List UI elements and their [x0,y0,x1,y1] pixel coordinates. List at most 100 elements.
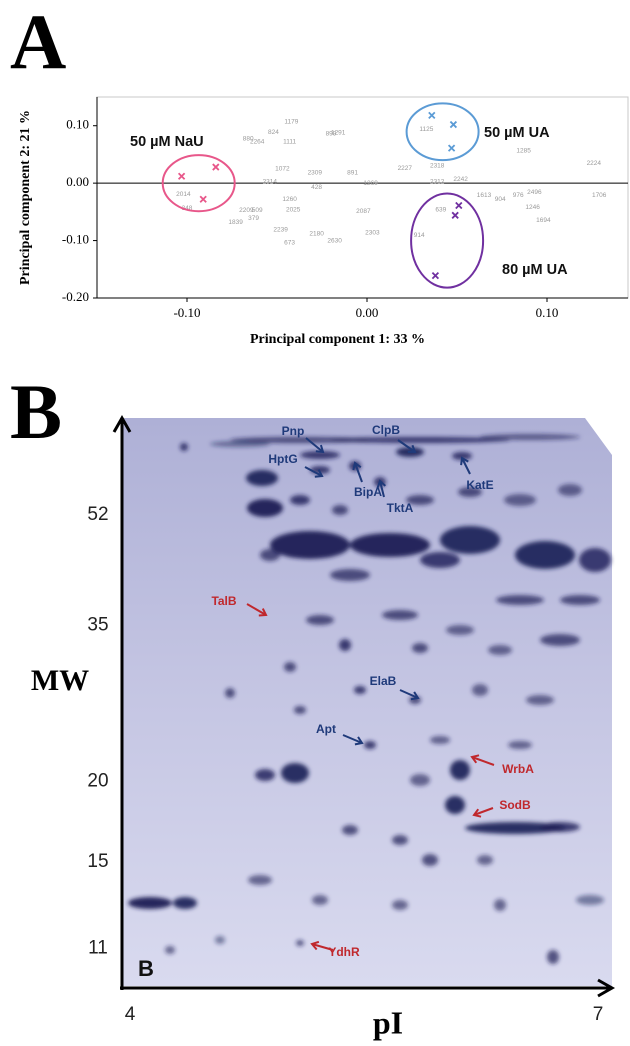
protein-arrow [304,466,323,477]
protein-arrow [471,756,495,766]
point-label: 914 [414,232,425,239]
protein-label: YdhR [328,945,360,959]
gel-spot [260,549,280,561]
gel-spot [281,763,309,783]
x-tick-label: -0.10 [173,305,200,320]
protein-label: ElaB [370,674,397,688]
y-tick-label: 52 [87,504,108,525]
gel-spot [350,533,430,557]
y-tick-label: 0.10 [66,117,89,132]
protein-label: ClpB [372,423,400,437]
gel-spot [465,822,565,834]
gel-spot [446,625,474,635]
protein-arrow [311,943,334,951]
gel-spot [180,443,188,451]
group-ellipse [161,154,236,213]
gel-spot [558,484,582,496]
gel-spot [450,760,470,780]
y-axis-label: MW [31,664,89,697]
protein-arrowhead [352,461,362,471]
protein-label: TalB [211,594,236,608]
y-tick-label: -0.20 [62,289,89,304]
protein-label: BipA [354,485,382,499]
x-axis-label: Principal component 1: 33 % [250,332,425,347]
protein-arrowhead [310,940,320,951]
gel-spot [332,505,348,515]
gel-spot [230,437,370,443]
protein-arrowhead [407,444,417,454]
point-label: 2227 [398,165,413,172]
point-label: 891 [347,170,358,177]
point-label: 880 [243,136,254,143]
point-marker [431,271,440,280]
gel-spot [515,541,575,569]
gel-spot [382,610,418,620]
point-label: 1694 [536,217,551,224]
point-label: 379 [248,215,259,222]
gel-spot [420,552,460,568]
series-label: 50 µM UA [484,125,550,141]
protein-label: SodB [499,798,531,812]
point-marker [449,120,458,129]
gel-corner [585,418,612,455]
gel-spot [210,441,270,447]
protein-arrowhead [470,754,480,764]
x-tick-label: 4 [125,1004,136,1025]
point-label: 1613 [477,192,492,199]
gel-spot [255,769,275,781]
protein-arrow [473,807,494,816]
y-tick-label: 15 [87,851,108,872]
protein-arrow [399,689,419,699]
point-label: 1072 [275,166,290,173]
point-label: 2309 [308,170,323,177]
point-label: 1285 [516,148,531,155]
point-label: 348 [182,205,193,212]
point-label: 509 [252,207,263,214]
point-label: 1260 [282,196,297,203]
point-marker [451,211,459,219]
y-tick-label: 20 [87,771,108,792]
gel-spot [576,895,604,905]
gel-spot [422,854,438,866]
protein-label: Pnp [282,424,305,438]
gel-spot [430,736,450,744]
point-label: 2314 [263,179,278,186]
protein-label: Apt [316,722,336,736]
y-tick-label: 11 [88,937,108,958]
point-label: 1246 [525,204,540,211]
gel-spot [494,899,506,911]
point-label: 904 [495,196,506,203]
gel-spot [547,950,559,964]
gel-spot [508,741,532,749]
panel-label: B [10,368,62,455]
point-label: 428 [311,184,322,191]
gel-spot [392,835,408,845]
y-axis-label: Principal component 2: 21 % [18,110,33,285]
point-marker [212,163,220,171]
gel-spot [300,451,340,459]
gel-spot [246,470,278,486]
gel-spot [354,686,366,694]
y-tick-label: 35 [87,615,108,636]
point-label: 1291 [331,129,346,136]
gel-spot [225,688,235,698]
point-label: 1839 [228,219,243,226]
gel-spot [540,634,580,646]
point-label: 639 [435,206,446,213]
x-axis-arrow [597,978,616,998]
gel-spot [440,526,500,554]
point-label: 1706 [592,192,607,199]
protein-arrow [379,480,385,498]
point-label: 2312 [430,179,445,186]
point-label: 976 [513,192,524,199]
point-label: 1125 [419,126,433,133]
point-label: 2224 [587,160,602,167]
point-label: 2239 [273,226,288,233]
y-tick-label: 0.00 [66,174,89,189]
gel-spot [472,684,488,696]
gel-spot [488,645,512,655]
gel-spot [412,643,428,653]
gel-spot [173,897,197,909]
protein-label: WrbA [502,762,534,776]
